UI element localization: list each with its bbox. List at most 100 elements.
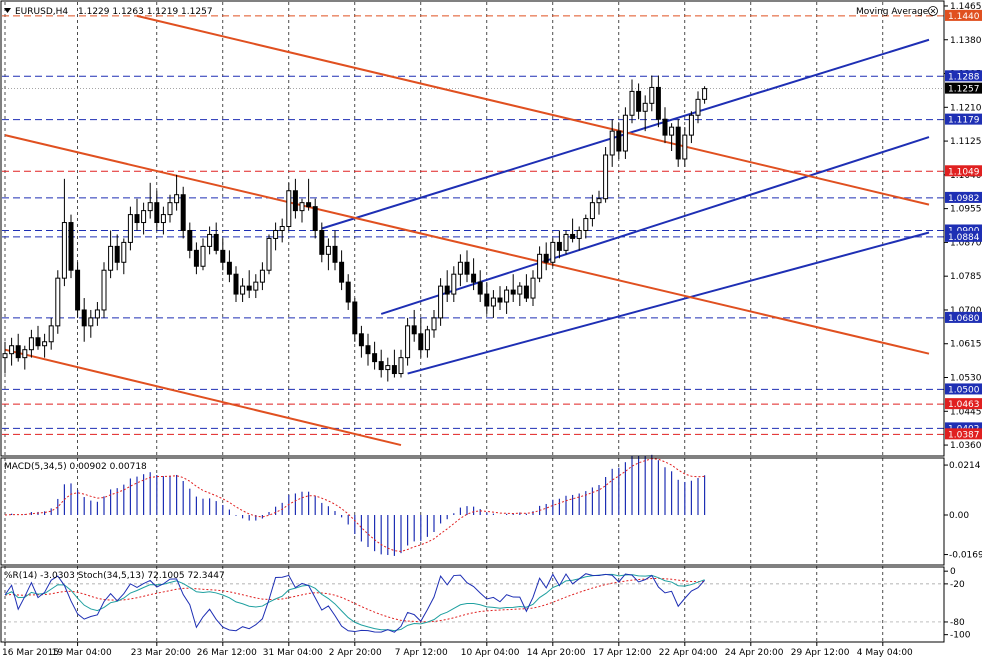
candle: [35, 325, 41, 350]
candle: [246, 270, 252, 299]
candle: [629, 79, 635, 124]
candle: [405, 317, 411, 366]
candle: [88, 309, 94, 338]
price-tick-label: 1.0615: [950, 340, 982, 350]
level-tag-bg: [945, 9, 982, 21]
level-tag-text: 1.0500: [948, 385, 980, 395]
level-tag-text: 1.0884: [948, 233, 980, 243]
price-tick-label: 1.1125: [950, 137, 982, 147]
level-tag-bg: [945, 165, 982, 177]
macd-histogram: [4, 454, 706, 556]
level-tag-bg: [945, 70, 982, 82]
candle: [127, 206, 133, 251]
candle: [167, 194, 173, 223]
candle: [81, 298, 87, 342]
macd-panel-frame: [0, 457, 945, 566]
lower-channel-line[interactable]: [407, 231, 930, 375]
candle: [636, 83, 642, 120]
candle: [134, 198, 140, 231]
candle: [702, 86, 708, 104]
price-tick-label: 1.0955: [950, 205, 982, 215]
candle: [622, 107, 628, 159]
candle: [226, 250, 232, 283]
candle: [352, 298, 358, 342]
candle: [68, 214, 74, 279]
candle: [596, 190, 602, 215]
level-tag-text: 1.1288: [948, 72, 980, 82]
time-label: 23 Mar 20:00: [131, 648, 191, 658]
candle: [438, 278, 444, 326]
time-label: 14 Apr 20:00: [527, 648, 586, 658]
candle: [147, 182, 153, 219]
candle: [48, 317, 54, 350]
candle: [616, 123, 622, 159]
candle: [484, 282, 490, 314]
candle: [418, 317, 424, 358]
candle: [180, 186, 186, 239]
candle: [339, 250, 345, 291]
indicator-close-icon[interactable]: [928, 6, 938, 16]
candle: [391, 349, 397, 378]
level-tag-bg: [945, 422, 982, 434]
level-tag-text: 1.0982: [948, 194, 980, 204]
candle: [675, 119, 681, 167]
time-label: 7 Apr 12:00: [395, 648, 448, 658]
level-tag-text: 1.1179: [948, 116, 980, 126]
candle: [266, 234, 272, 275]
candle: [332, 230, 338, 271]
level-tag-bg: [945, 398, 982, 410]
oscillator-label: %R(14) -3.0303 Stoch(34,5,13) 72.1005 72…: [4, 571, 225, 581]
candle: [385, 357, 391, 382]
candle: [325, 238, 331, 271]
candle: [187, 222, 193, 259]
macd-signal-line: [4, 458, 705, 553]
candle: [490, 290, 496, 318]
candle: [61, 178, 67, 287]
symbol-label: EURUSD,H4: [15, 7, 68, 17]
candle: [662, 107, 668, 144]
candle: [299, 198, 305, 223]
candle: [477, 270, 483, 303]
candle: [570, 218, 576, 243]
candle: [9, 337, 15, 366]
candle: [200, 238, 206, 271]
price-tick-label: 1.0700: [950, 306, 982, 316]
current-price-tag-bg: [945, 82, 982, 94]
candle: [669, 123, 675, 152]
candle: [649, 75, 655, 112]
candle: [682, 127, 688, 167]
time-label: 4 May 04:00: [857, 648, 913, 658]
resistance-line-top[interactable]: [136, 14, 930, 206]
candle: [108, 230, 114, 279]
oscillator-lines: [2, 573, 944, 633]
level-tags: 1.14401.12881.11791.10491.09821.09001.08…: [945, 9, 982, 440]
candle: [273, 222, 279, 251]
resistance-line-low[interactable]: [4, 348, 402, 447]
candle: [28, 329, 34, 358]
macd-label: MACD(5,34,5) 0.00902 0.00718: [4, 462, 147, 472]
level-tag-bg: [945, 191, 982, 203]
candle: [121, 238, 127, 275]
candle: [292, 178, 298, 219]
oscillator-tick-label: 0: [950, 567, 956, 577]
candle: [345, 274, 351, 310]
resistance-line-mid[interactable]: [4, 134, 930, 355]
price-tick-label: 1.0360: [950, 441, 982, 451]
candle: [160, 206, 166, 235]
candle: [220, 238, 226, 271]
candle: [603, 147, 609, 203]
mid-channel-line[interactable]: [380, 136, 930, 315]
candle: [688, 111, 694, 144]
candle: [537, 246, 543, 283]
candle: [213, 222, 219, 255]
candle: [253, 274, 259, 299]
candle: [75, 262, 81, 318]
dropdown-triangle-icon[interactable]: [4, 8, 11, 13]
time-label: 2 Apr 20:00: [329, 648, 382, 658]
macd-tick-label: -0.01695: [949, 551, 982, 561]
time-label: 16 Mar 2015: [2, 648, 59, 658]
time-label: 24 Apr 20:00: [725, 648, 784, 658]
oscillator-tick-label: -100: [950, 631, 971, 641]
candle: [55, 270, 61, 334]
